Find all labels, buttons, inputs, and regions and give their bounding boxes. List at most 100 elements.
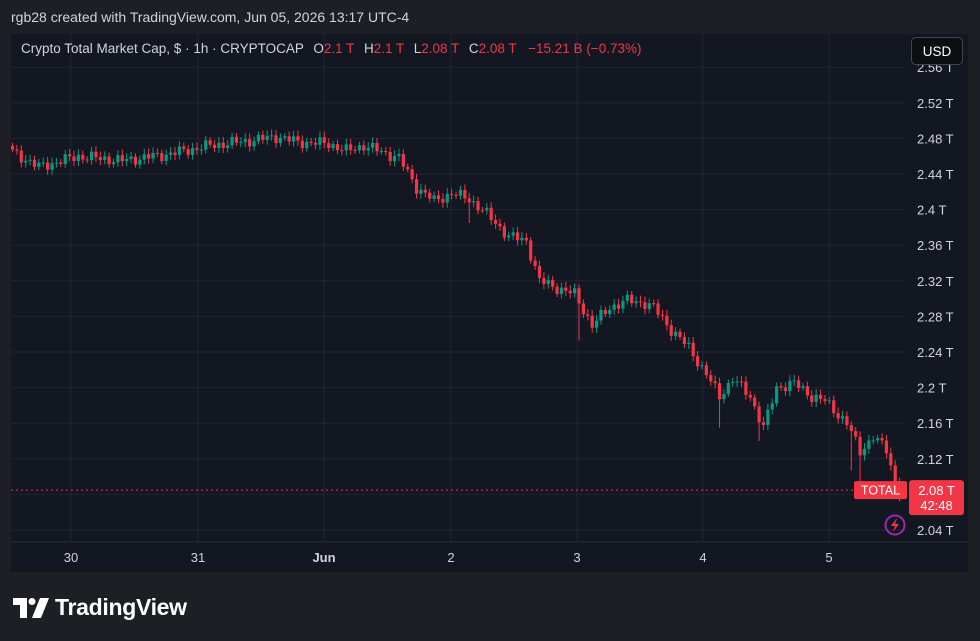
candle[interactable] [63, 154, 67, 165]
candle[interactable] [656, 303, 660, 315]
candle[interactable] [221, 142, 225, 148]
candle[interactable] [226, 145, 230, 148]
candle[interactable] [717, 383, 722, 400]
candle[interactable] [349, 144, 353, 150]
candle[interactable] [770, 403, 774, 410]
candle[interactable] [111, 162, 116, 165]
candle[interactable] [327, 143, 331, 149]
candle[interactable] [682, 336, 687, 344]
candle[interactable] [168, 152, 173, 155]
candle[interactable] [120, 155, 124, 162]
candle[interactable] [190, 148, 195, 155]
candle[interactable] [445, 193, 449, 203]
candle[interactable] [322, 137, 326, 144]
candle[interactable] [564, 287, 568, 291]
candle[interactable] [432, 195, 436, 199]
candle[interactable] [818, 394, 823, 399]
candle[interactable] [414, 179, 419, 194]
candle[interactable] [845, 416, 849, 426]
candle[interactable] [625, 294, 629, 301]
candle[interactable] [103, 156, 107, 160]
candle[interactable] [551, 280, 555, 287]
candle[interactable] [305, 141, 309, 149]
candle[interactable] [384, 150, 388, 152]
candle[interactable] [621, 300, 625, 309]
candle[interactable] [722, 394, 726, 400]
candle[interactable] [419, 189, 423, 194]
candle[interactable] [805, 386, 809, 396]
candle[interactable] [458, 189, 463, 196]
candle[interactable] [652, 303, 656, 305]
candle[interactable] [889, 453, 893, 466]
candle[interactable] [173, 152, 177, 155]
candle[interactable] [691, 342, 695, 357]
candle[interactable] [586, 314, 590, 316]
candle[interactable] [239, 142, 243, 144]
candle[interactable] [493, 219, 498, 224]
candle[interactable] [54, 162, 59, 164]
candle[interactable] [630, 294, 634, 304]
candle[interactable] [573, 288, 577, 294]
candle[interactable] [335, 144, 340, 151]
candle[interactable] [480, 210, 485, 212]
candle[interactable] [283, 136, 287, 138]
candle[interactable] [19, 150, 23, 163]
candle[interactable] [450, 193, 454, 195]
candle[interactable] [788, 381, 792, 392]
candle[interactable] [783, 387, 788, 392]
candle[interactable] [638, 301, 643, 303]
candle[interactable] [300, 140, 304, 149]
candle[interactable] [735, 381, 739, 383]
candle[interactable] [779, 386, 783, 388]
candle[interactable] [502, 226, 506, 238]
candle[interactable] [32, 159, 37, 167]
candle[interactable] [669, 325, 673, 336]
candle[interactable] [827, 400, 831, 402]
candle[interactable] [678, 331, 682, 337]
candle[interactable] [195, 148, 199, 150]
candle[interactable] [147, 154, 151, 159]
candle[interactable] [204, 140, 208, 150]
candle[interactable] [520, 237, 524, 241]
candle[interactable] [186, 148, 190, 155]
candle[interactable] [577, 288, 581, 304]
candle[interactable] [753, 397, 757, 407]
candle[interactable] [709, 375, 713, 382]
candle[interactable] [37, 162, 41, 167]
candle[interactable] [133, 156, 138, 165]
candle[interactable] [50, 163, 54, 170]
candle[interactable] [801, 386, 805, 388]
candle[interactable] [270, 135, 274, 137]
candle[interactable] [234, 136, 239, 143]
candle[interactable] [252, 141, 256, 147]
candle[interactable] [599, 310, 603, 321]
candle[interactable] [94, 151, 98, 158]
candle[interactable] [24, 160, 28, 163]
candle[interactable] [775, 386, 779, 404]
candle[interactable] [840, 416, 845, 419]
candle[interactable] [559, 287, 564, 294]
candle[interactable] [744, 381, 748, 395]
candle[interactable] [836, 413, 840, 419]
candle[interactable] [832, 400, 836, 414]
candle[interactable] [296, 136, 300, 141]
candle[interactable] [379, 150, 383, 152]
candle[interactable] [594, 320, 599, 328]
candle[interactable] [230, 136, 234, 146]
candle[interactable] [212, 144, 217, 148]
candle[interactable] [138, 159, 142, 165]
candle[interactable] [291, 136, 296, 142]
candle[interactable] [823, 398, 827, 401]
candle[interactable] [854, 431, 858, 437]
candle[interactable] [428, 192, 432, 199]
candle[interactable] [89, 151, 94, 161]
candle[interactable] [862, 448, 867, 456]
candle[interactable] [243, 139, 247, 143]
tradingview-logo[interactable]: TradingView [13, 594, 187, 621]
candle[interactable] [397, 154, 401, 157]
candle[interactable] [739, 381, 744, 383]
candle[interactable] [665, 315, 669, 326]
candle[interactable] [81, 154, 85, 160]
candle[interactable] [313, 142, 318, 145]
candle[interactable] [436, 195, 441, 199]
